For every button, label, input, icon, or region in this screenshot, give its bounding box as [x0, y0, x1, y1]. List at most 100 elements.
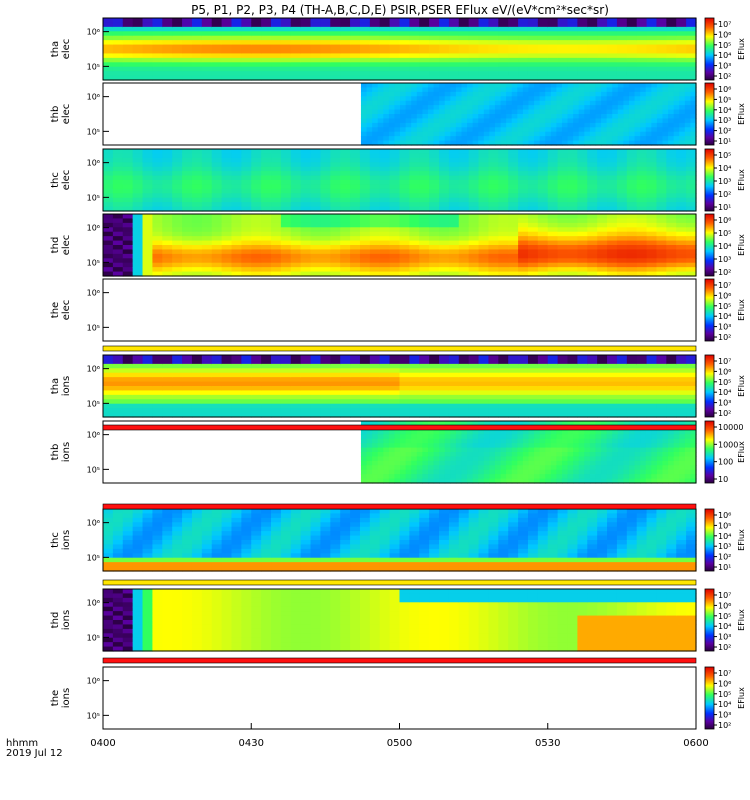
heatmap-cell [527, 75, 539, 81]
heatmap-cell [527, 162, 539, 168]
heatmap-cell [636, 240, 648, 246]
heatmap-cell [369, 249, 381, 255]
heatmap-cell [634, 118, 641, 124]
heatmap-cell [400, 429, 407, 435]
heatmap-cell [379, 394, 391, 400]
heatmap-cell [400, 100, 407, 106]
heatmap-cell [534, 114, 541, 120]
heatmap-cell [290, 149, 302, 155]
heatmap-cell [537, 75, 549, 81]
heatmap-cell [557, 390, 569, 396]
heatmap-cell [152, 18, 163, 24]
heatmap-cell [251, 175, 262, 181]
heatmap-cell [271, 153, 282, 159]
heatmap-cell [547, 249, 559, 255]
heatmap-cell [416, 131, 423, 137]
heatmap-cell [152, 355, 163, 361]
heatmap-cell [300, 153, 312, 159]
heatmap-cell [472, 456, 479, 462]
heatmap-cell [330, 218, 341, 224]
heatmap-cell [280, 44, 292, 50]
heatmap-cell [231, 157, 242, 163]
heatmap-cell [389, 394, 401, 400]
heatmap-cell [221, 188, 233, 194]
heatmap-cell [439, 258, 450, 264]
heatmap-cell [320, 412, 331, 418]
heatmap-cell [422, 83, 429, 89]
heatmap-cell [537, 381, 549, 387]
heatmap-cell [350, 22, 361, 28]
heatmap-cell [607, 222, 618, 228]
heatmap-cell [416, 87, 423, 93]
heatmap-cell [340, 157, 351, 163]
heatmap-cell [310, 408, 322, 414]
y-tick-label: 10⁵ [87, 323, 100, 332]
heatmap-cell [606, 474, 613, 480]
heatmap-cell [360, 460, 368, 466]
heatmap-cell [578, 465, 585, 471]
heatmap-cell [567, 140, 574, 146]
heatmap-cell [122, 245, 134, 251]
heatmap-cell [458, 381, 470, 387]
heatmap-cell [534, 118, 541, 124]
heatmap-cell [518, 412, 529, 418]
heatmap-cell [595, 438, 602, 444]
heatmap-cell [612, 452, 619, 458]
heatmap-cell [537, 35, 549, 41]
heatmap-cell [231, 53, 242, 59]
heatmap-cell [340, 240, 351, 246]
heatmap-cell [251, 53, 262, 59]
heatmap-cell [271, 363, 282, 369]
heatmap-cell [494, 447, 502, 453]
heatmap-cell [666, 227, 677, 233]
heatmap-cell [142, 394, 154, 400]
heatmap-cell [280, 249, 292, 255]
heatmap-cell [640, 131, 647, 137]
heatmap-cell [537, 227, 549, 233]
heatmap-cell [405, 83, 412, 89]
heatmap-cell [191, 40, 203, 46]
heatmap-cell [320, 202, 331, 208]
heatmap-cell [320, 363, 331, 369]
heatmap-cell [201, 222, 213, 228]
heatmap-cell [261, 166, 272, 172]
heatmap-cell [626, 249, 638, 255]
heatmap-cell [416, 136, 423, 142]
heatmap-cell [211, 399, 223, 405]
heatmap-cell [389, 245, 401, 251]
heatmap-cell [422, 465, 429, 471]
colorbar [704, 213, 715, 277]
heatmap-cell [389, 71, 401, 77]
heatmap-cell [112, 44, 124, 50]
heatmap-cell [290, 31, 302, 37]
heatmap-cell [508, 188, 519, 194]
heatmap-cell [567, 372, 578, 378]
heatmap-cell [468, 71, 480, 77]
heatmap-cell [419, 262, 430, 268]
heatmap-cell [182, 355, 193, 361]
heatmap-cell [389, 240, 401, 246]
heatmap-cell [494, 118, 502, 124]
heatmap-cell [556, 429, 563, 435]
heatmap-cell [310, 267, 322, 273]
heatmap-cell [429, 44, 440, 50]
heatmap-cell [366, 452, 373, 458]
heatmap-cell [221, 386, 233, 392]
heatmap-cell [616, 175, 628, 181]
heatmap-cell [545, 122, 552, 128]
heatmap-cell [468, 44, 480, 50]
heatmap-cell [636, 197, 648, 203]
heatmap-cell [221, 218, 233, 224]
heatmap-cell [686, 403, 697, 409]
heatmap-cell [488, 66, 499, 72]
heatmap-cell [584, 443, 591, 449]
heatmap-cell [427, 443, 435, 449]
heatmap-cell [676, 399, 687, 405]
heatmap-cell [340, 236, 351, 242]
heatmap-cell [103, 271, 114, 277]
heatmap-cell [162, 355, 173, 361]
heatmap-cell [616, 53, 628, 59]
heatmap-cell [617, 105, 624, 111]
heatmap-cell [379, 412, 391, 418]
